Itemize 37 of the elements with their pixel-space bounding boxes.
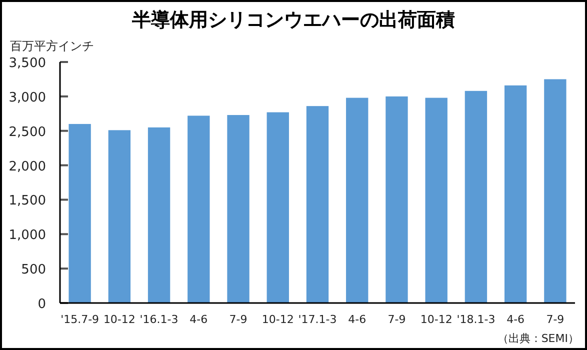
x-tick-label: 4-6: [190, 313, 208, 326]
bar: [346, 98, 368, 303]
x-tick-label: '17.1-3: [298, 313, 337, 326]
y-axis-title: 百万平方インチ: [10, 39, 94, 53]
bar: [227, 115, 250, 303]
chart-title: 半導体用シリコンウエハーの出荷面積: [131, 9, 455, 31]
x-tick-label: 7-9: [388, 313, 406, 326]
bar: [266, 112, 289, 303]
x-tick-label: '18.1-3: [456, 313, 496, 326]
bar: [306, 106, 329, 303]
x-tick-label: 10-12: [262, 313, 294, 326]
x-tick-label: 10-12: [103, 313, 136, 326]
x-tick-label: 7-9: [229, 313, 248, 326]
x-tick-label: 4-6: [348, 313, 366, 326]
y-tick-label: 3,500: [8, 56, 46, 71]
x-tick-label: '15.7-9: [60, 313, 100, 326]
x-tick-label: '16.1-3: [140, 313, 178, 326]
bar: [68, 124, 91, 303]
y-tick-label: 3,000: [8, 90, 46, 106]
bar: [108, 130, 131, 303]
text: （出典：SEMI）: [497, 332, 579, 345]
y-tick-label: 0: [38, 297, 46, 312]
y-tick-label: 1,500: [8, 194, 46, 209]
bar: [188, 116, 210, 303]
x-tick-label: 7-9: [546, 313, 564, 326]
bar: [386, 96, 408, 303]
bar: [425, 98, 448, 303]
bar: [148, 127, 170, 303]
x-tick-label: 4-6: [506, 313, 525, 326]
bar: [544, 79, 566, 303]
y-tick-label: 1,000: [8, 228, 46, 244]
x-tick-label: 10-12: [420, 313, 452, 326]
y-tick-label: 2,500: [8, 124, 46, 140]
y-tick-label: 2,000: [8, 159, 46, 174]
bar: [504, 85, 527, 303]
y-tick-label: 500: [21, 262, 46, 278]
bar: [464, 90, 488, 303]
